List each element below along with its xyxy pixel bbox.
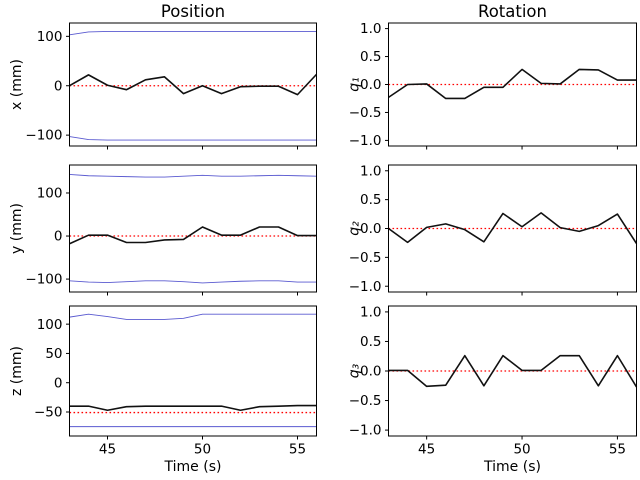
y-tick-label: 0.0 (360, 221, 381, 237)
y-tick-label: 0.5 (360, 49, 381, 65)
plot-area (69, 165, 317, 292)
axes-spines (69, 305, 317, 437)
x-tick-label: 50 (194, 442, 211, 458)
x-tick-label: 45 (418, 442, 435, 458)
y-tick-label: −1.0 (349, 133, 382, 149)
y-tick-label: 1.0 (360, 163, 381, 179)
y-tick-label: 100 (37, 186, 63, 202)
x-tick-label: 50 (513, 442, 530, 458)
measured-line-q2-rotation (388, 212, 638, 244)
y-tick-label: 50 (45, 346, 62, 362)
y-axis-label-q2-rotation: q₂ (347, 221, 363, 236)
subplot-q3-rotation: 1.0 0.5 0.0 −0.5 −1.0 45 50 55 q₃ Time (s) (347, 305, 638, 475)
y-tick-label: 0 (54, 375, 63, 391)
y-tick-label: 1.0 (360, 21, 381, 37)
subplot-y-position: 100 0 −100 y (mm) (9, 164, 317, 296)
lower-bound-line-x-position (69, 136, 317, 141)
y-axis-label-q1-rotation: q₁ (347, 77, 363, 92)
y-tick-label: 0.5 (360, 334, 381, 350)
measured-line-q3-rotation (388, 354, 638, 388)
upper-bound-line-y-position (69, 174, 317, 178)
subplot-x-position: 100 0 −100 Position x (mm) (9, 2, 318, 150)
measured-line-q1-rotation (388, 68, 637, 100)
column-title-position: Position (161, 2, 225, 21)
y-tick-label: −50 (34, 405, 63, 421)
upper-bound-line-x-position (69, 30, 317, 36)
y-tick-label: 100 (37, 29, 63, 45)
y-tick-label: 0.0 (360, 77, 381, 93)
y-tick-label: 0 (54, 229, 63, 245)
axes-spines (69, 164, 317, 293)
y-axis-label-y-position: y (mm) (9, 203, 25, 254)
y-tick-label: −1.0 (349, 279, 382, 295)
y-tick-label: 0 (54, 78, 63, 94)
y-tick-label: −0.5 (349, 393, 382, 409)
column-title-rotation: Rotation (478, 2, 547, 21)
subplot-q2-rotation: 1.0 0.5 0.0 −0.5 −1.0 q₂ (347, 163, 638, 296)
measured-line-y-position (69, 226, 317, 245)
axes-spines (69, 22, 317, 147)
y-tick-label: −1.0 (349, 423, 382, 439)
x-tick-label: 55 (609, 442, 626, 458)
upper-bound-line-z-position (69, 313, 317, 320)
x-tick-label: 55 (289, 442, 306, 458)
measured-line-z-position (69, 404, 317, 412)
x-tick-label: 45 (99, 442, 116, 458)
y-tick-label: 0.0 (360, 364, 381, 380)
plot-area (69, 306, 317, 436)
y-axis-label-z-position: z (mm) (9, 346, 25, 396)
y-tick-label: −100 (25, 272, 62, 288)
y-axis-label-x-position: x (mm) (9, 59, 25, 110)
y-tick-label: 100 (37, 317, 63, 333)
subplot-z-position: 100 50 0 −50 45 50 55 z (mm) Time (s) (9, 305, 317, 475)
x-axis-label-z-position: Time (s) (164, 459, 222, 475)
y-tick-label: −0.5 (349, 105, 382, 121)
lower-bound-line-y-position (69, 280, 317, 284)
y-tick-label: −100 (25, 128, 62, 144)
y-tick-label: −0.5 (349, 250, 382, 266)
subplot-q1-rotation: 1.0 0.5 0.0 −0.5 −1.0 Rotation q₁ (347, 2, 637, 150)
measured-line-x-position (69, 73, 318, 96)
y-tick-label: 0.5 (360, 192, 381, 208)
y-axis-label-q3-rotation: q₃ (347, 363, 363, 378)
plot-area (69, 23, 317, 146)
y-tick-label: 1.0 (360, 305, 381, 321)
x-axis-label-q3-rotation: Time (s) (483, 459, 541, 475)
